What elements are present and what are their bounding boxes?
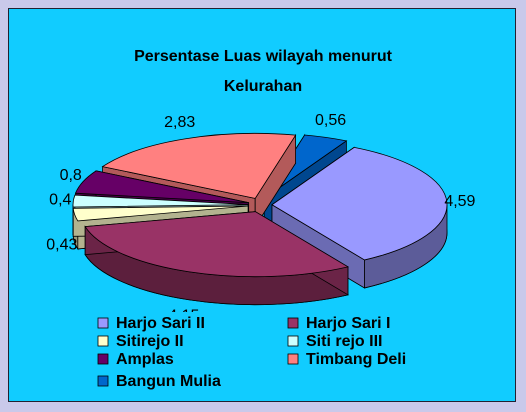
legend-label: Bangun Mulia: [116, 373, 221, 390]
data-label: 0,56: [315, 112, 346, 129]
legend-label: Harjo Sari II: [116, 315, 205, 332]
legend-swatch: [97, 335, 109, 347]
slice: [101, 133, 297, 199]
legend-swatch: [97, 353, 109, 365]
slice: [72, 194, 249, 208]
data-label: 2,83: [164, 114, 195, 131]
chart-title: Persentase Luas wilayah menurut Keluraha…: [134, 48, 392, 95]
slice: [263, 134, 348, 199]
legend-swatch: [97, 317, 109, 329]
legend-label: Harjo Sari I: [306, 315, 390, 332]
legend-label: Siti rejo III: [306, 333, 382, 350]
legend-swatch: [287, 353, 299, 365]
slice: [84, 211, 350, 278]
legend-label: Amplas: [116, 351, 174, 368]
legend-box: [90, 312, 450, 398]
slice: [72, 205, 249, 222]
slice-group: [84, 210, 350, 306]
legend-label: Sitirejo II: [116, 333, 184, 350]
slice: [74, 170, 249, 204]
data-label: 0,8: [60, 167, 82, 184]
data-label: 0,43: [46, 236, 77, 253]
legend-swatch: [97, 375, 109, 387]
slice: [271, 146, 448, 261]
legend-swatch: [287, 317, 299, 329]
data-label: 0,4: [49, 191, 71, 208]
legend-label: Timbang Deli: [306, 351, 406, 368]
legend-swatch: [287, 335, 299, 347]
data-label: 4,59: [444, 193, 475, 210]
